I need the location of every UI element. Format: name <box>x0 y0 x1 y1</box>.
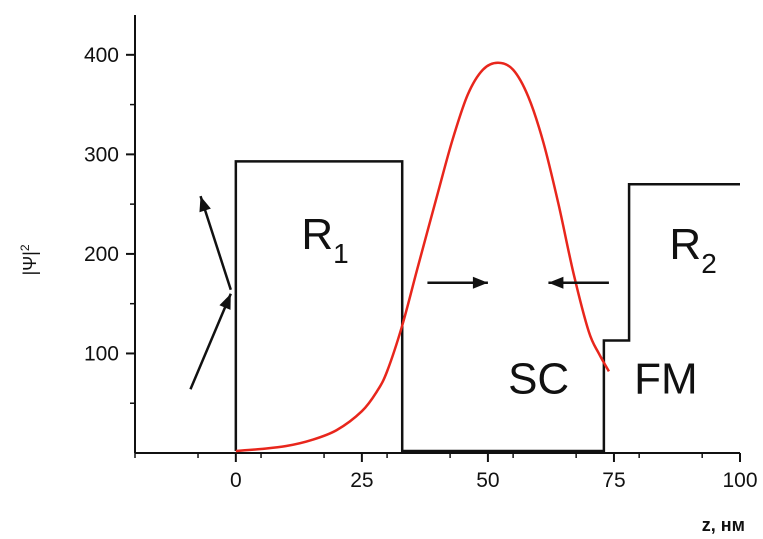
potential-step-line <box>234 160 740 453</box>
arrows-group <box>189 195 609 390</box>
arrow-head <box>472 276 488 289</box>
series-line-0 <box>235 61 611 453</box>
arrow-head <box>219 293 231 310</box>
x-tick-label: 0 <box>230 469 242 492</box>
arrow-0 <box>189 293 232 390</box>
arrow-head <box>548 276 564 289</box>
x-tick-label: 100 <box>722 469 757 492</box>
y-tick-label: 300 <box>84 143 119 166</box>
region-label-main: R <box>669 220 701 269</box>
region-label-3: FM <box>634 354 698 403</box>
region-label-main: FM <box>634 354 698 403</box>
x-axis-label: z, нм <box>702 515 745 535</box>
y-tick-label: 400 <box>84 44 119 67</box>
arrow-1 <box>199 195 232 291</box>
arrow-shaft <box>189 293 232 390</box>
y-tick-label: 100 <box>84 342 119 365</box>
region-label-0: R1 <box>301 210 348 269</box>
region-label-main: R <box>301 210 333 259</box>
arrow-3 <box>548 276 609 289</box>
region-label-2: SC <box>508 354 569 403</box>
axis-ticks: 0 25 50 75 100 100 200 300 400 <box>84 44 758 492</box>
potential-profile <box>234 160 740 453</box>
region-label-sub: 2 <box>701 248 717 279</box>
region-label-sub: 1 <box>333 238 349 269</box>
region-label-main: SC <box>508 354 569 403</box>
x-tick-label: 25 <box>350 469 373 492</box>
arrow-shaft <box>199 195 232 291</box>
y-axis-label: |Ψ|2 <box>18 244 40 275</box>
arrow-head <box>199 196 211 213</box>
arrow-2 <box>427 276 488 289</box>
y-tick-label: 200 <box>84 243 119 266</box>
region-label-1: R2 <box>669 220 716 279</box>
x-tick-label: 75 <box>602 469 625 492</box>
series-group <box>235 61 611 453</box>
x-tick-label: 50 <box>476 469 499 492</box>
